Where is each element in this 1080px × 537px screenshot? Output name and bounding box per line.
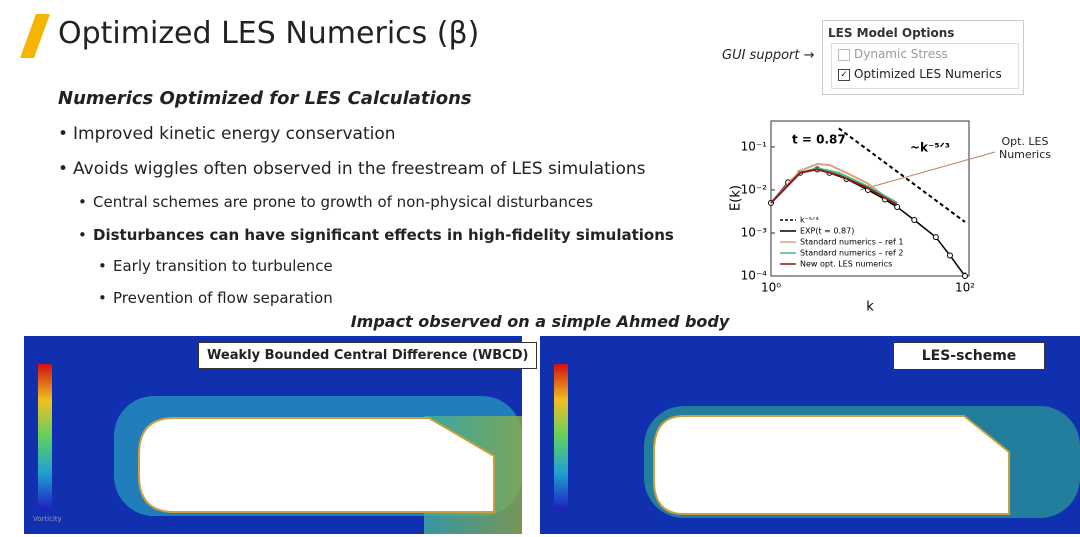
panel-left (24, 336, 522, 534)
y-tick-label: 10⁻¹ (741, 139, 768, 153)
gui-options: Dynamic Stress ✓ Optimized LES Numerics (831, 43, 1019, 89)
y-tick-label: 10⁻⁴ (741, 269, 768, 283)
legend-label: Standard numerics – ref 2 (800, 249, 903, 258)
legend-label: New opt. LES numerics (800, 260, 892, 269)
bullet-text: Prevention of flow separation (113, 289, 333, 307)
annotation: t = 0.87 (792, 133, 846, 147)
colorbar-label: Vorticity (33, 515, 62, 523)
bullet-dot: • (98, 289, 107, 307)
point (932, 234, 939, 241)
plot-frame (770, 120, 970, 277)
bullet-text: Improved kinetic energy conservation (73, 124, 396, 144)
option-label: Optimized LES Numerics (854, 67, 1002, 81)
bullet-dot: • (98, 257, 107, 275)
caption: Impact observed on a simple Ahmed body (350, 312, 730, 331)
gui-title: LES Model Options (828, 26, 955, 40)
bullet-dot: • (78, 226, 87, 244)
gui-box: LES Model Options Dynamic Stress ✓ Optimiz… (822, 20, 1024, 95)
legend-label: EXP(t = 0.87) (800, 227, 854, 236)
legend-label: k⁻⁵ᐟ³ (800, 216, 819, 225)
gui-label: GUI support → (722, 48, 815, 63)
y-tick-label: 10⁻² (741, 182, 768, 196)
annotation: ~k⁻⁵ᐟ³ (910, 141, 950, 155)
checkbox (838, 49, 850, 61)
checkbox: ✓ (838, 69, 850, 81)
annotation: Opt. LES Numerics (998, 135, 1052, 161)
legend-label: Standard numerics – ref 1 (800, 238, 903, 247)
bullet-dot: • (78, 193, 87, 211)
accent (20, 14, 50, 58)
bullet-dot: • (58, 124, 69, 144)
panel-right (540, 336, 1080, 534)
point (946, 252, 953, 259)
bullet-dot: • (58, 159, 69, 179)
bullet-text: Early transition to turbulence (113, 257, 333, 275)
title: Optimized LES Numerics (β) (58, 16, 480, 51)
x-tick-label: 10⁰ (761, 281, 781, 295)
gui-label-text: GUI support (722, 48, 800, 63)
bullet-text: Disturbances can have significant effect… (93, 226, 674, 244)
option-label: Dynamic Stress (854, 47, 948, 61)
x-axis-label: k (866, 300, 874, 315)
line (838, 127, 966, 223)
bullet-text: Central schemes are prone to growth of n… (93, 193, 594, 211)
point (961, 273, 968, 279)
y-tick-label: 10⁻³ (741, 225, 768, 239)
flow-images (24, 336, 1080, 534)
point (894, 204, 901, 211)
x-tick-label: 10² (955, 281, 975, 295)
point (911, 217, 918, 224)
y-axis-label: E(k) (729, 185, 744, 211)
annotation-arrow (859, 151, 996, 191)
bullet-text: Avoids wiggles often observed in the fre… (73, 159, 646, 179)
line (770, 168, 898, 206)
panel-label: LES-scheme (893, 342, 1045, 370)
panel-label: Weakly Bounded Central Difference (WBCD) (198, 342, 538, 369)
subtitle: Numerics Optimized for LES Calculations (58, 88, 472, 109)
